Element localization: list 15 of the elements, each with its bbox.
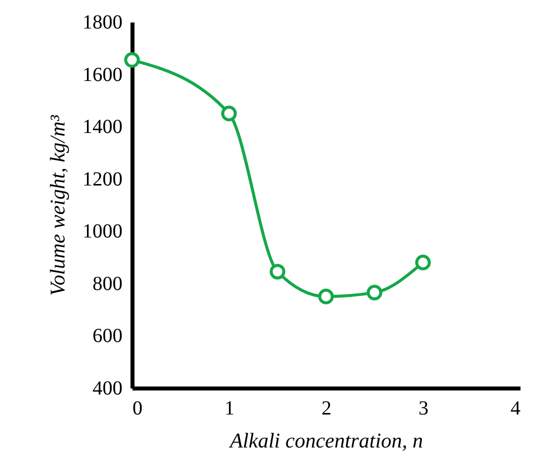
x-tick-label: 2 [322, 398, 332, 420]
y-tick-label: 1800 [82, 12, 122, 34]
y-tick-label: 400 [92, 378, 122, 400]
x-tick-label: 1 [224, 398, 234, 420]
y-tick-label: 1000 [82, 220, 122, 243]
x-tick-label: 3 [418, 398, 428, 420]
y-tick-label: 800 [92, 272, 122, 295]
x-tick-label: 0 [132, 398, 142, 420]
y-tick-label: 600 [92, 325, 122, 348]
y-tick-label: 1600 [82, 64, 122, 86]
y-tick-label: 1200 [82, 168, 122, 190]
y-axis-title: Volume weight, kg/m³ [46, 114, 70, 296]
y-tick-label: 1400 [82, 116, 122, 138]
x-axis-title: Alkali concentration, n [228, 428, 424, 452]
x-tick-label: 4 [510, 398, 520, 420]
